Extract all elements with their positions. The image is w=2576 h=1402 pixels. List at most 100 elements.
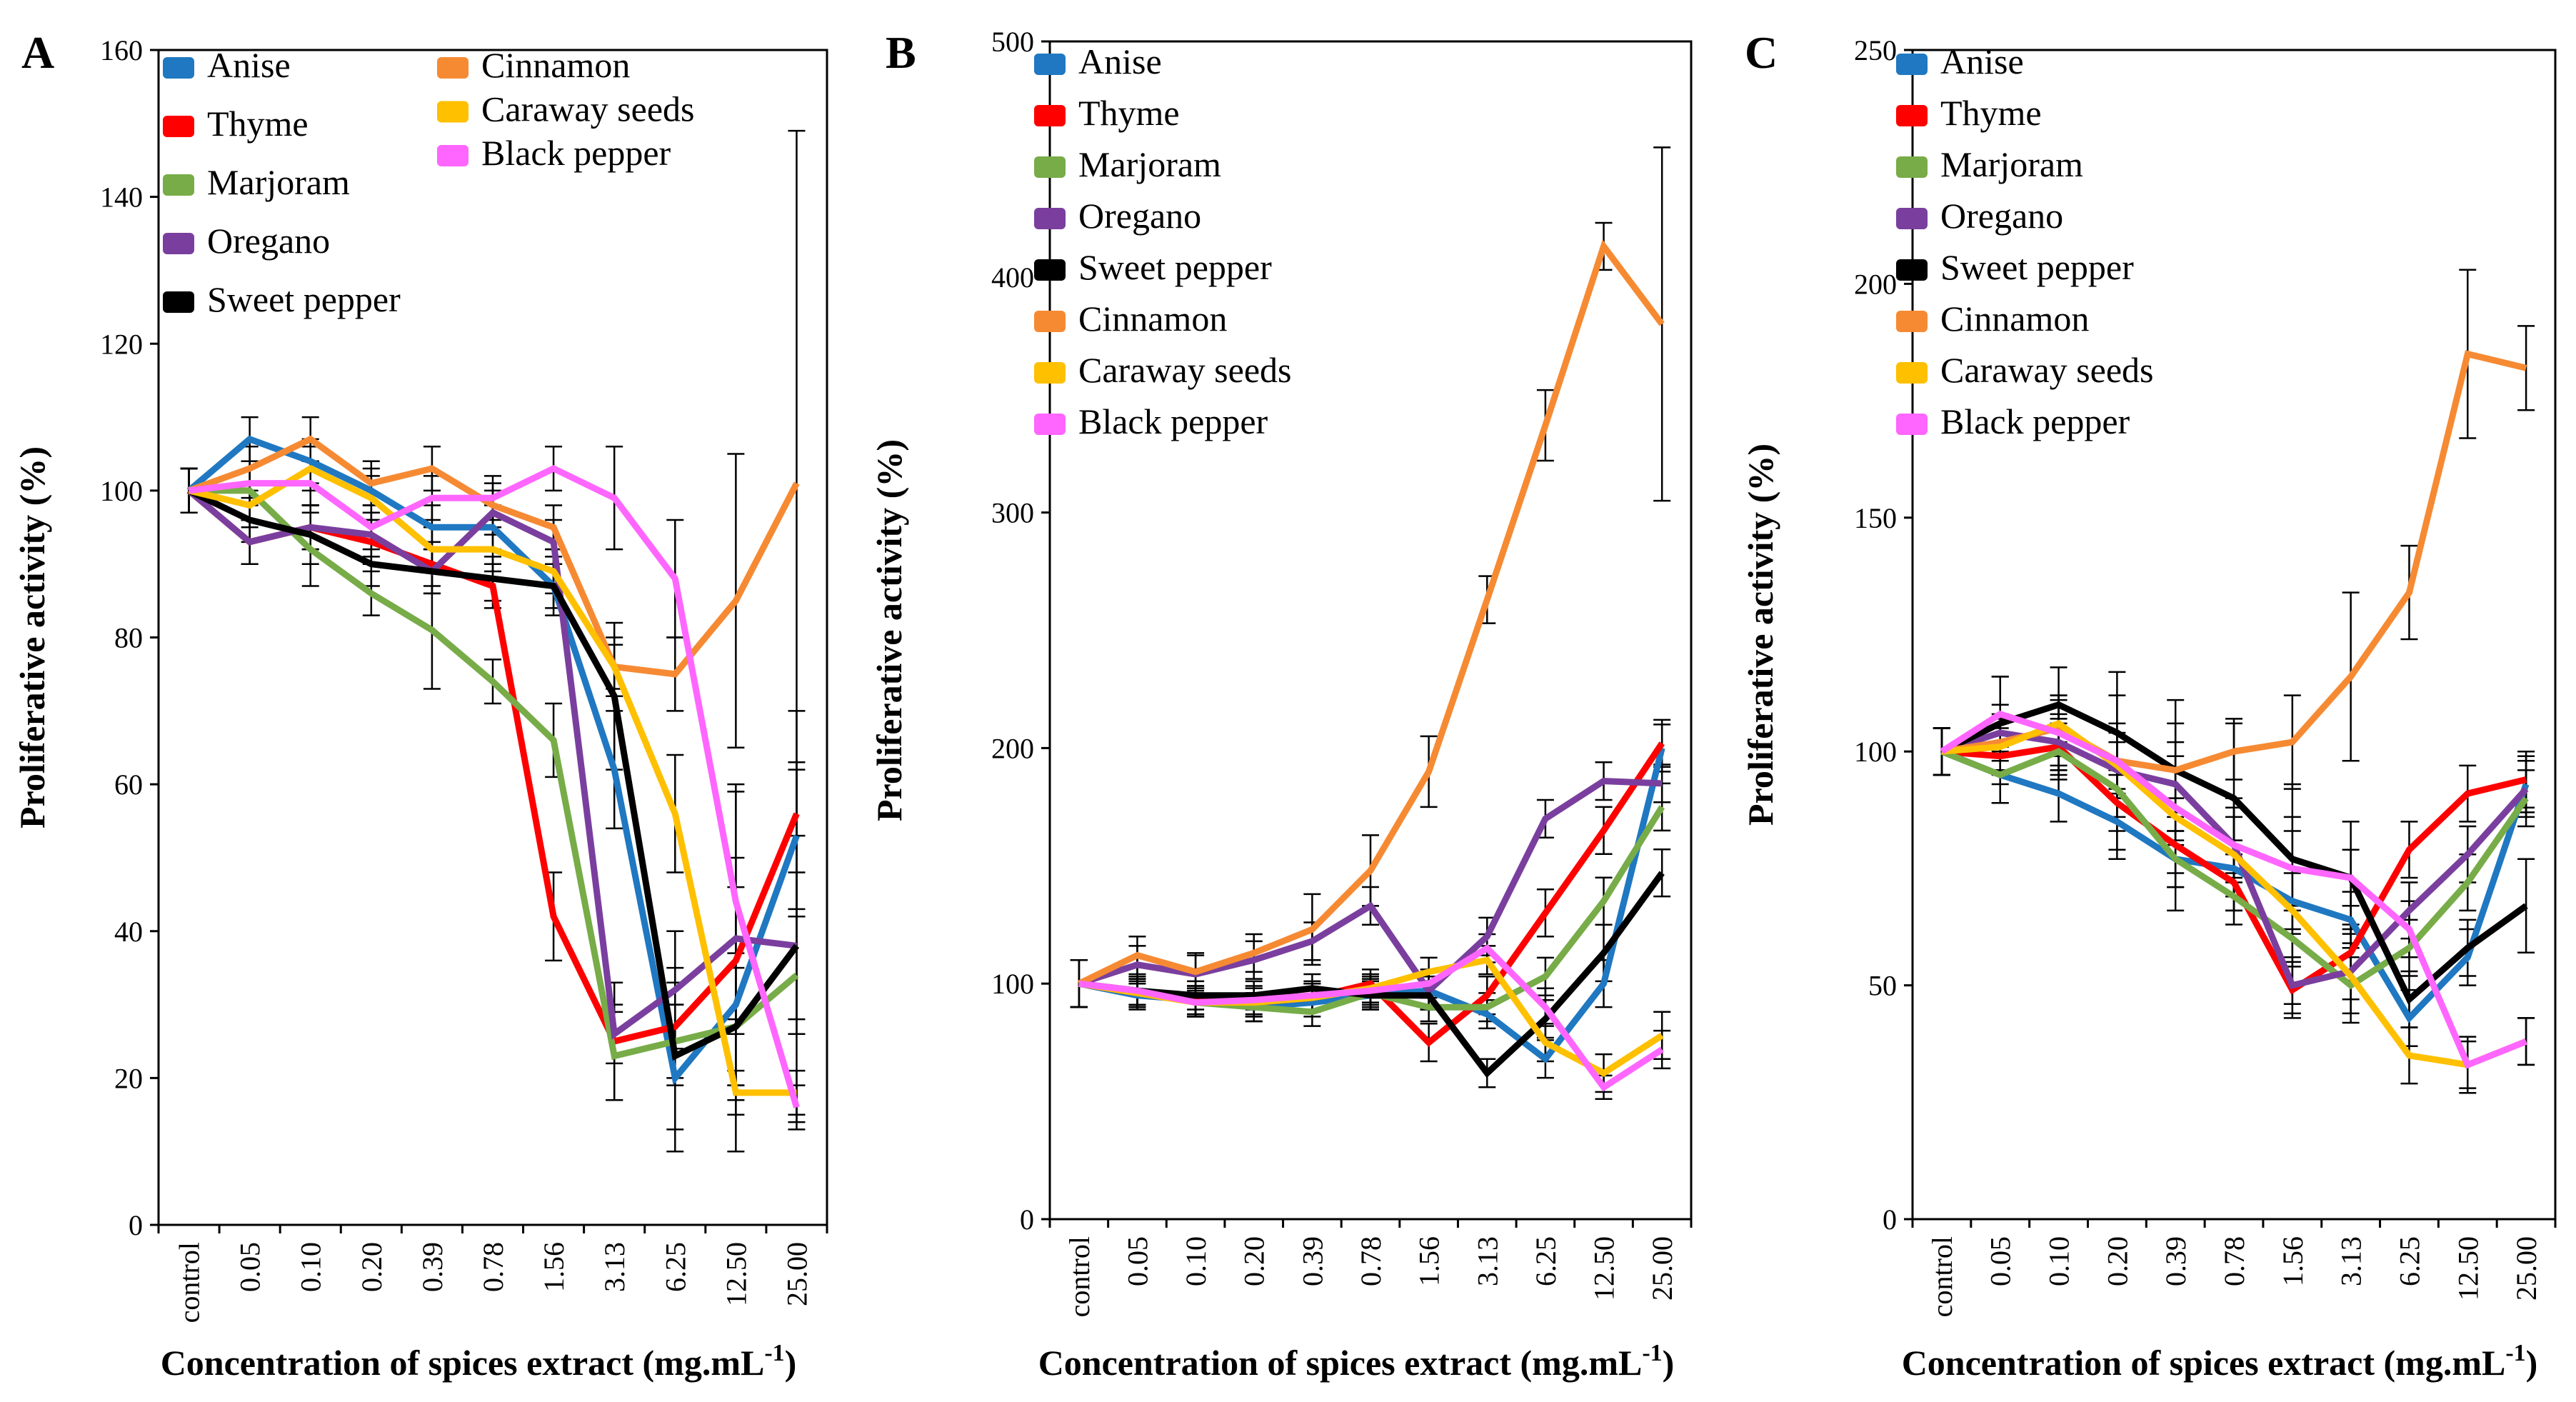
legend-label: Cinnamon	[481, 45, 630, 85]
legend-item: Marjoram	[1034, 144, 1221, 184]
x-tick-label: 25.00	[781, 1242, 813, 1306]
legend-label: Marjoram	[1078, 144, 1221, 184]
series-line-black-pepper	[1940, 710, 2527, 1069]
x-tick-label: 6.25	[659, 1242, 691, 1292]
x-tick-label: 0.39	[1296, 1236, 1328, 1286]
legend-item: Caraway seeds	[1034, 350, 1292, 390]
legend-label: Cinnamon	[1078, 299, 1227, 339]
x-tick-label: 0.78	[1355, 1236, 1387, 1286]
legend-label: Sweet pepper	[1940, 247, 2134, 287]
legend-label: Caraway seeds	[481, 89, 695, 129]
y-tick-label: 80	[114, 622, 143, 654]
y-axis-title: Proliferative activity (%)	[1740, 444, 1780, 826]
legend-swatch	[1034, 362, 1066, 384]
y-tick-label: 250	[1854, 34, 1897, 66]
legend-swatch	[1896, 105, 1928, 126]
x-tick-label: 0.20	[356, 1242, 388, 1292]
x-tick-label: 12.50	[2452, 1236, 2484, 1301]
x-tick-label: 12.50	[1588, 1236, 1620, 1301]
legend-swatch	[1896, 259, 1928, 281]
y-tick-label: 50	[1868, 970, 1897, 1002]
x-axis-title: Concentration of spices extract (mg.mL-1…	[1902, 1340, 2538, 1383]
y-tick-label: 200	[991, 732, 1034, 764]
x-tick-label: control	[1926, 1236, 1958, 1317]
y-tick-label: 400	[991, 261, 1034, 294]
series-line-sweet-pepper	[187, 487, 800, 1061]
legend-swatch	[1896, 362, 1928, 384]
x-tick-label: 0.78	[477, 1242, 509, 1292]
x-tick-label: 0.78	[2218, 1236, 2250, 1286]
y-tick-label: 150	[1854, 502, 1897, 534]
legend-swatch	[163, 233, 194, 254]
panel-label: A	[21, 27, 54, 78]
legend-item: Oregano	[1034, 196, 1201, 236]
legend-swatch	[1896, 208, 1928, 229]
y-tick-label: 160	[100, 34, 143, 66]
x-tick-label: 0.05	[1985, 1236, 2017, 1286]
panel-label: B	[886, 27, 916, 78]
legend-item: Thyme	[1034, 93, 1180, 133]
x-tick-label: 0.20	[2101, 1236, 2133, 1286]
legend-swatch	[1896, 54, 1928, 75]
legend-swatch	[163, 57, 194, 79]
legend-label: Oregano	[207, 221, 330, 261]
legend-label: Black pepper	[1940, 401, 2130, 441]
legend-item: Sweet pepper	[163, 279, 401, 319]
legend-swatch	[1896, 311, 1928, 332]
series-line-thyme	[1941, 743, 2527, 995]
y-tick-label: 500	[991, 26, 1034, 58]
x-tick-label: control	[1063, 1236, 1096, 1317]
legend-item: Cinnamon	[437, 45, 630, 85]
legend-label: Caraway seeds	[1940, 350, 2154, 390]
x-tick-label: 0.10	[295, 1242, 327, 1292]
legend-label: Marjoram	[1940, 144, 2083, 184]
y-tick-label: 60	[114, 768, 143, 801]
legend-swatch	[437, 145, 468, 166]
x-tick-label: 1.56	[538, 1242, 570, 1292]
series-line-oregano	[1078, 778, 1663, 996]
legend-item: Black pepper	[437, 133, 671, 173]
panel-b: 0 100 200 300 400 500 control 0.05 0.10 0.20 0.39 0…	[869, 26, 1693, 1383]
legend-swatch	[1034, 414, 1066, 435]
panel-a: 0 20 40 60 80 100 120 140 160 control 0.05 0.10 0.20…	[12, 27, 828, 1383]
legend-label: Caraway seeds	[1078, 350, 1292, 390]
legend-label: Black pepper	[1078, 401, 1268, 441]
y-tick-label: 200	[1854, 268, 1897, 300]
x-tick-label: 25.00	[1646, 1236, 1678, 1301]
series-line-cinnamon	[1077, 239, 1665, 987]
legend-item: Oregano	[163, 221, 330, 261]
y-tick-label: 20	[114, 1062, 143, 1094]
x-tick-label: 3.13	[598, 1242, 631, 1292]
legend-item: Sweet pepper	[1896, 247, 2134, 287]
legend-label: Black pepper	[481, 133, 671, 173]
legend-label: Sweet pepper	[207, 279, 401, 319]
x-axis-title: Concentration of spices extract (mg.mL-1…	[161, 1340, 797, 1383]
legend-item: Marjoram	[1896, 144, 2083, 184]
legend-item: Oregano	[1896, 196, 2063, 236]
series-line-black-pepper	[1078, 944, 1664, 1092]
legend-label: Anise	[1940, 41, 2024, 81]
x-axis-title: Concentration of spices extract (mg.mL-1…	[1038, 1340, 1675, 1383]
legend-swatch	[437, 57, 468, 79]
x-tick-label: 0.10	[1180, 1236, 1212, 1286]
legend-item: Sweet pepper	[1034, 247, 1272, 287]
legend-item: Anise	[1896, 41, 2024, 81]
y-tick-label: 0	[1020, 1203, 1034, 1236]
panel-c: 0 50 100 150 200 250 control 0.05 0.10 0.20 0.39 0.…	[1740, 27, 2557, 1383]
legend-swatch	[437, 101, 468, 123]
legend-item: Cinnamon	[1896, 299, 2089, 339]
legend-swatch	[1034, 105, 1066, 126]
y-tick-label: 300	[991, 497, 1034, 529]
legend-label: Anise	[1078, 41, 1162, 81]
legend-item: Caraway seeds	[437, 89, 695, 129]
x-tick-label: 0.10	[2043, 1236, 2075, 1286]
series-line-marjoram	[1940, 748, 2529, 990]
panel-label: C	[1745, 27, 1778, 78]
legend-swatch	[1034, 208, 1066, 229]
legend-label: Anise	[207, 45, 291, 85]
legend-swatch	[1034, 156, 1066, 178]
legend-swatch	[1896, 414, 1928, 435]
x-tick-label: 1.56	[1413, 1236, 1445, 1286]
legend-item: Anise	[163, 45, 291, 85]
x-tick-label: 0.20	[1238, 1236, 1271, 1286]
